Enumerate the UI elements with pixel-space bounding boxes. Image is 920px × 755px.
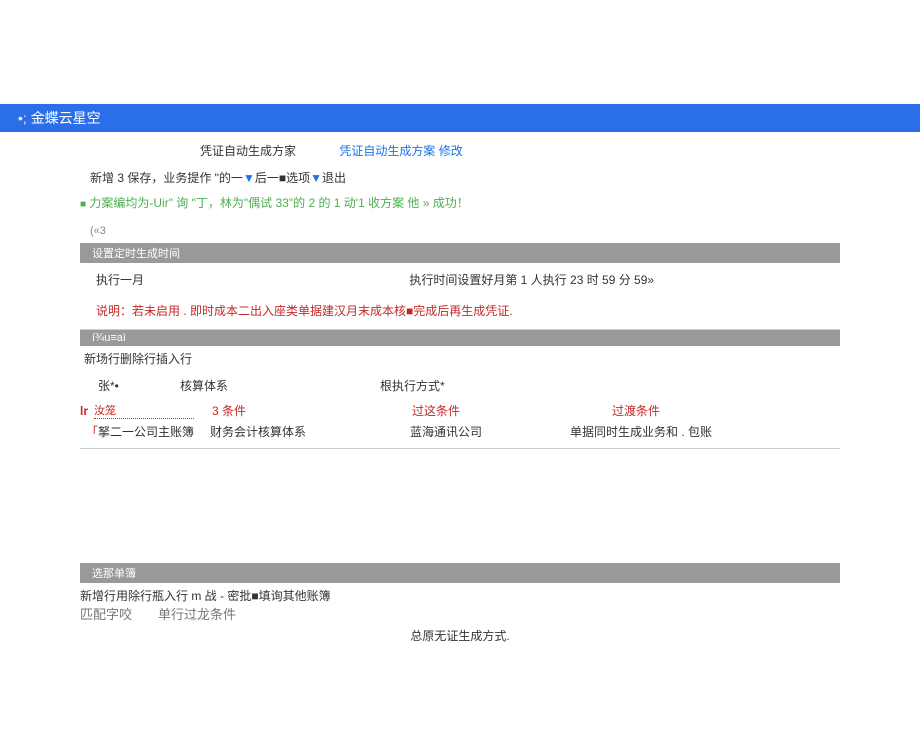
bottom-section-header: 选那单簿 (80, 563, 840, 583)
cell-system: 财务会计核算体系 (210, 423, 410, 440)
timer-section-header: 设置定时生成时间 (80, 243, 840, 263)
timer-note: 说明：若未启用 . 即时成本二出入座类单据建汉月末成本核■完成后再生成凭证. (80, 296, 840, 329)
red-label: lr (80, 404, 88, 418)
breadcrumb: 凭证自动生成方家 凭证自动生成方案 修改 (0, 132, 920, 165)
pagination[interactable]: («3 (0, 215, 920, 243)
timer-section-body: 执行一月 执行时间设置好月第 1 人执行 23 时 59 分 59» 说明：若未… (80, 263, 840, 330)
toolbar-options-text[interactable]: 选项 (286, 171, 310, 185)
cell-book: 「拏二一公司主账簿 (80, 423, 210, 440)
exec-label: 执行一月 (96, 271, 406, 288)
square-icon: ■ (80, 199, 86, 210)
breadcrumb-sub[interactable]: 凭证自动生成方案 修改 (339, 144, 462, 158)
square-icon[interactable]: ■ (279, 171, 286, 185)
grid-section-header: í¾u≡aì (80, 330, 840, 346)
bottom-toolbar[interactable]: 新增行用除行瓶入行 m 战 - 密批■填询其他账簿 (80, 583, 840, 604)
red-input-row: lr 汝笼 3 条件 过这条件 过渡条件 (80, 402, 840, 419)
grid-headers: 张*• 核算体系 根执行方式* (80, 373, 840, 398)
success-message: ■ 力案编均为-Uir" 询 "丁，林为"偶试 33"的 2 的 1 动'1 收… (0, 190, 920, 215)
cell-mode: 单据同时生成业务和 . 包账 (570, 423, 770, 440)
col-header-system: 核算体系 (180, 377, 380, 394)
red-input-field[interactable]: 汝笼 (94, 402, 194, 419)
main-toolbar: 新增 3 保存，业务提作 "的一▼后一■选项▼退出 (0, 165, 920, 190)
toolbar-save-text[interactable]: 新增 3 保存，业务提作 "的一 (90, 171, 243, 185)
bracket-icon: 「 (86, 425, 98, 439)
exec-row: 执行一月 执行时间设置好月第 1 人执行 23 时 59 分 59» (80, 263, 840, 296)
sub-h2: 过这条件 (412, 402, 612, 419)
sub-h3: 过渡条件 (612, 402, 812, 419)
brand-prefix: •; (18, 110, 27, 126)
success-text: 力案编均为-Uir" 询 "丁，林为"偶试 33"的 2 的 1 动'1 收方案… (89, 196, 468, 210)
toolbar-next-text[interactable]: 后一 (255, 171, 279, 185)
breadcrumb-title: 凭证自动生成方家 (200, 144, 296, 158)
bottom-sub: 匹配字咬 单行过龙条件 (80, 604, 840, 627)
toolbar-exit-text[interactable]: 退出 (322, 171, 346, 185)
brand-title: 金蝶云星空 (31, 110, 101, 126)
paging-text[interactable]: («3 (90, 225, 106, 237)
bottom-center: 总原无证生成方式. (0, 627, 920, 644)
col-header-extra (580, 377, 780, 394)
app-header-bar: •; 金蝶云星空 (0, 104, 920, 132)
chevron-down-icon[interactable]: ▼ (243, 171, 255, 185)
table-row[interactable]: 「拏二一公司主账簿 财务会计核算体系 蓝海通讯公司 单据同时生成业务和 . 包账 (80, 419, 840, 449)
sub-h1: 3 条件 (212, 402, 412, 419)
col-header-book: 张*• (80, 377, 180, 394)
exec-detail: 执行时间设置好月第 1 人执行 23 时 59 分 59» (409, 273, 654, 287)
col-header-mode: 根执行方式* (380, 377, 580, 394)
chevron-down-icon[interactable]: ▼ (310, 171, 322, 185)
cell-company: 蓝海通讯公司 (410, 423, 570, 440)
grid-toolbar[interactable]: 新场行删除行插入行 (80, 346, 840, 371)
